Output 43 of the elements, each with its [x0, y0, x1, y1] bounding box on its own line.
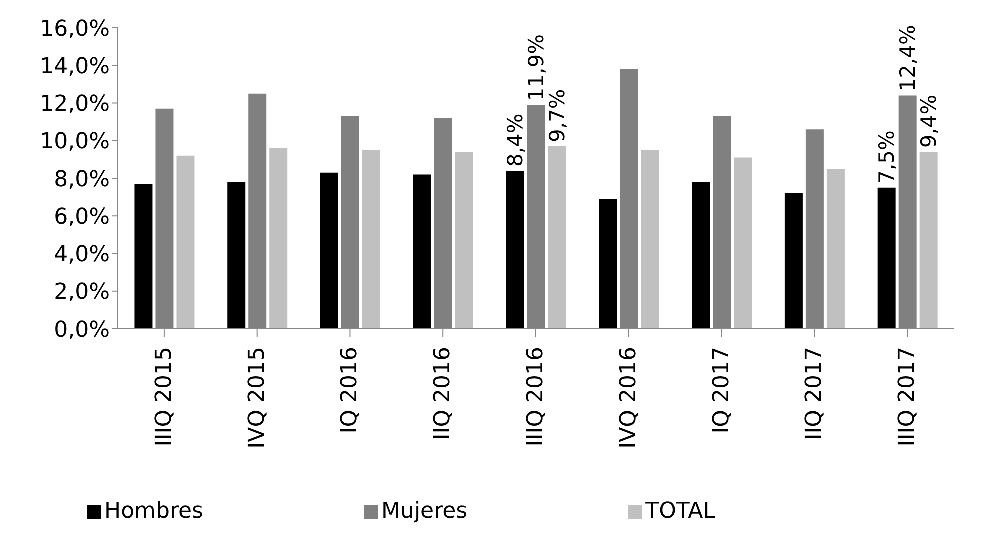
y-tick-label: 6,0%: [54, 204, 110, 230]
bar: [506, 170, 524, 329]
data-label: 7,5%: [874, 130, 899, 184]
bar: [784, 194, 803, 329]
bar: [878, 188, 896, 329]
y-tick-label: 2,0%: [54, 280, 110, 306]
y-tick-label: 10,0%: [40, 130, 110, 155]
x-tick-label: IIQ 2016: [430, 347, 456, 440]
x-tick-label: IIIQ 2017: [895, 347, 920, 447]
x-tick-label: IIIQ 2015: [152, 347, 177, 447]
bar: [826, 169, 845, 329]
x-tick-label: IQ 2017: [709, 347, 734, 434]
y-tick-label: 12,0%: [40, 92, 110, 118]
bar: [228, 182, 246, 329]
bar: [455, 152, 474, 329]
bar: [270, 148, 288, 329]
data-label: 8,4%: [503, 114, 528, 167]
y-tick-label: 14,0%: [40, 54, 110, 80]
x-tick-label: IIQ 2017: [802, 347, 828, 440]
data-label: 12,4%: [896, 25, 920, 92]
x-tick-label: IVQ 2016: [616, 347, 642, 449]
bar: [920, 152, 938, 329]
y-tick-label: 0,0%: [54, 318, 110, 343]
x-tick-label: IIIQ 2016: [524, 347, 548, 447]
bar: [641, 150, 660, 329]
y-tick-label: 4,0%: [54, 242, 110, 268]
bar: [599, 199, 618, 329]
bar: [320, 172, 338, 329]
legend-label: TOTAL: [646, 499, 716, 524]
bar: [362, 150, 380, 329]
bar: [692, 182, 710, 329]
bar: [176, 156, 195, 329]
bar: [548, 146, 566, 329]
legend-label: Mujeres: [382, 499, 468, 524]
bar: [734, 158, 752, 329]
y-tick-label: 16,0%: [40, 16, 110, 42]
y-tick-label: 8,0%: [54, 167, 110, 192]
bar: [413, 174, 432, 329]
data-label: 9,4%: [916, 94, 941, 148]
legend-label: Hombres: [104, 499, 204, 524]
x-tick-label: IVQ 2015: [244, 347, 270, 449]
bar: [134, 184, 153, 329]
x-tick-label: IQ 2016: [338, 347, 363, 434]
